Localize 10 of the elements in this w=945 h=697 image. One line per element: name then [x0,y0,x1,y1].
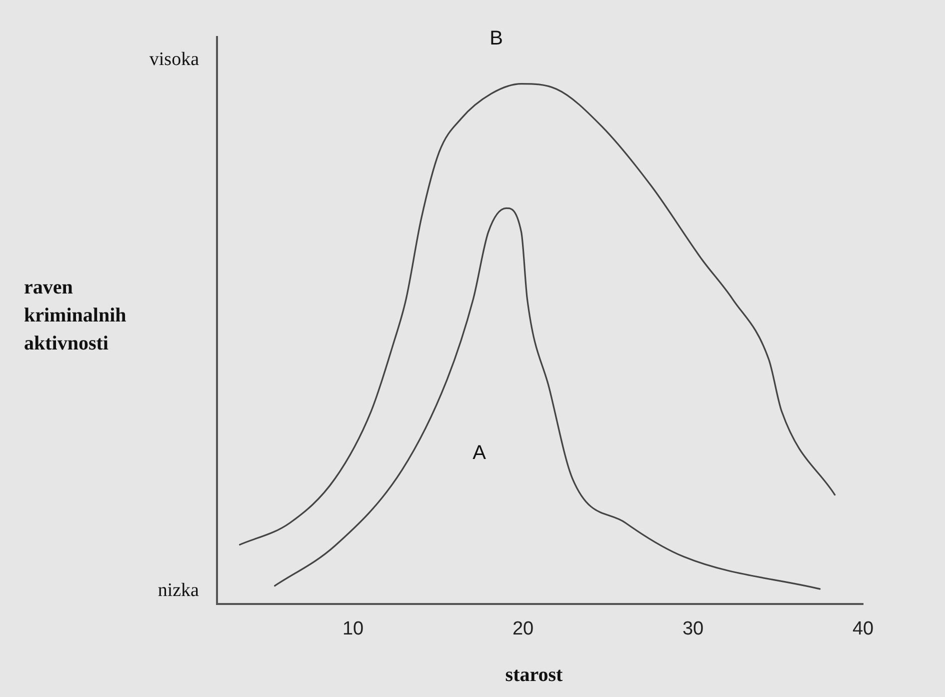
x-tick-label: 40 [852,618,874,640]
x-tick-label: 20 [512,618,534,640]
text: nizka [158,580,200,601]
series-label: B [490,27,503,50]
x-axis-title: starost [505,664,564,686]
x-tick-label: 10 [342,618,364,640]
y-axis-title: raven kriminalnih aktivnosti [24,276,126,355]
text: A [472,442,487,464]
text: visoka [149,48,200,70]
x-tick-label: 30 [682,618,704,640]
